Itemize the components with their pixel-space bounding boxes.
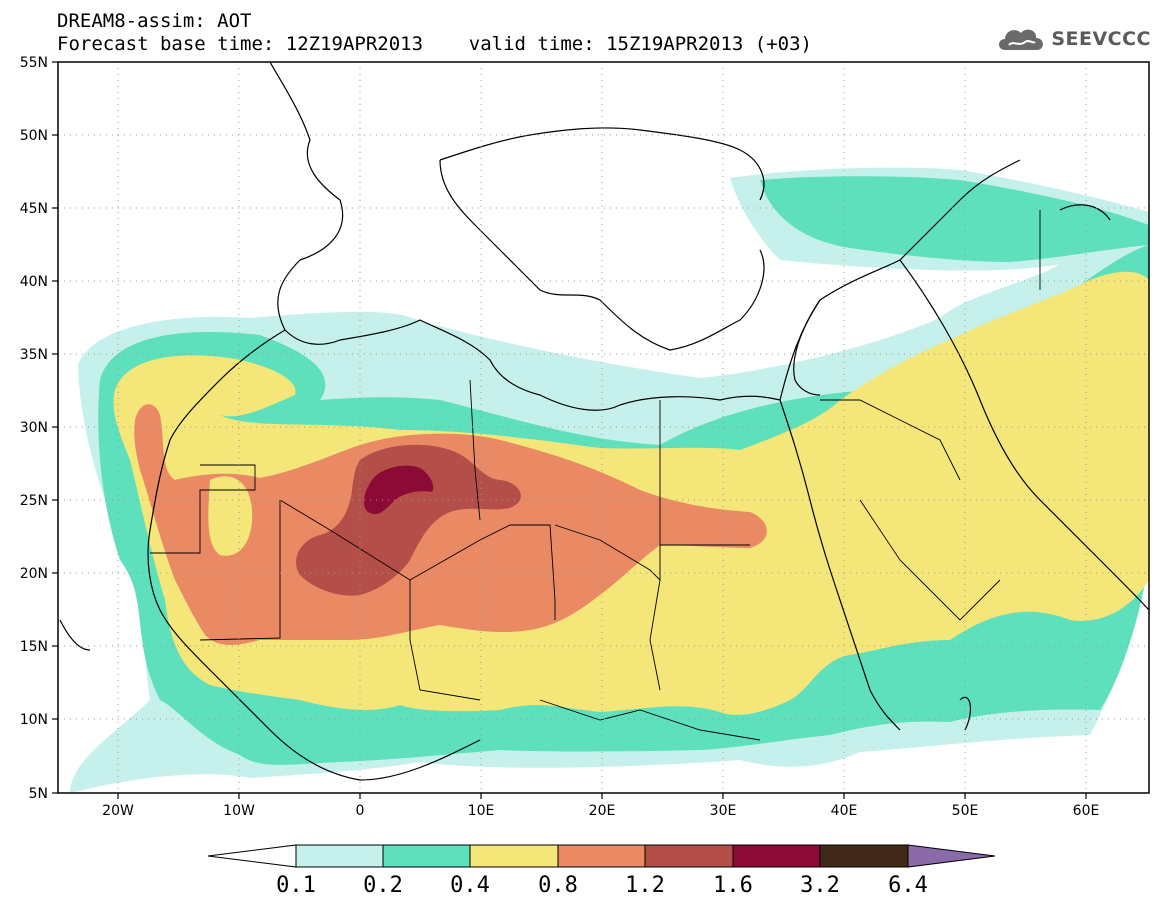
- colorbar-low-arrow: [207, 844, 297, 868]
- lon-label: 20E: [589, 803, 616, 819]
- lon-label: 60E: [1073, 803, 1100, 819]
- colorbar-label: 6.4: [888, 873, 928, 898]
- forecast-time-subtitle: Forecast base time: 12Z19APR2013 valid t…: [57, 33, 812, 55]
- country-borders: [150, 210, 1041, 741]
- colorbar-label: 0.1: [276, 873, 316, 898]
- logo-text: SEEVCCC: [1051, 28, 1151, 50]
- lat-label: 5N: [29, 786, 48, 802]
- lat-label: 35N: [20, 347, 48, 363]
- lat-label: 50N: [20, 128, 48, 144]
- lat-label: 15N: [20, 639, 48, 655]
- colorbar-box: [819, 844, 909, 868]
- aot-contour-0.4-inner: [208, 476, 253, 556]
- colorbar-box: [295, 844, 384, 868]
- colorbar-label: 3.2: [800, 873, 840, 898]
- lat-labels: 55N 50N 45N 40N 35N 30N 25N 20N 15N 10N …: [20, 55, 48, 802]
- aot-contour-1.6: [363, 465, 434, 515]
- lon-label: 50E: [952, 803, 979, 819]
- colorbar-box: [644, 844, 734, 868]
- colorbar-box: [469, 844, 559, 868]
- coastlines: [59, 62, 1149, 781]
- lat-label: 25N: [20, 493, 48, 509]
- lat-label: 10N: [20, 712, 48, 728]
- cloud-icon: [999, 29, 1044, 50]
- colorbar-label: 0.2: [363, 873, 403, 898]
- lon-label: 20W: [102, 803, 134, 819]
- lon-label: 0: [356, 803, 365, 819]
- lat-label: 45N: [20, 201, 48, 217]
- lat-label: 30N: [20, 420, 48, 436]
- colorbar-labels: 0.1 0.2 0.4 0.8 1.2 1.6 3.2 6.4: [276, 873, 928, 898]
- lon-label: 30E: [710, 803, 737, 819]
- aot-contour-0.2-north: [760, 176, 1149, 262]
- colorbar-box: [382, 844, 471, 868]
- colorbar-label: 1.6: [713, 873, 753, 898]
- colorbar-label: 0.8: [538, 873, 578, 898]
- lon-label: 10E: [468, 803, 495, 819]
- aot-contour-1.2: [296, 444, 521, 596]
- lat-label: 20N: [20, 566, 48, 582]
- colorbar-label: 1.2: [625, 873, 665, 898]
- lat-label: 55N: [20, 55, 48, 71]
- axis-ticks: [52, 61, 1087, 799]
- lon-label: 40E: [831, 803, 858, 819]
- aot-field: [70, 167, 1149, 793]
- colorbar-legend: [207, 844, 996, 868]
- seevccc-logo: SEEVCCC: [995, 22, 1151, 56]
- lon-labels: 20W 10W 0 10E 20E 30E 40E 50E 60E: [102, 803, 1099, 819]
- colorbar-box: [557, 844, 646, 868]
- aot-contour-0.8: [134, 404, 767, 645]
- map-title: DREAM8-assim: AOT: [57, 10, 252, 32]
- lon-label: 10W: [223, 803, 255, 819]
- colorbar-label: 0.4: [450, 873, 490, 898]
- lat-label: 40N: [20, 274, 48, 290]
- colorbar-box: [732, 844, 821, 868]
- colorbar-high-arrow: [907, 844, 996, 868]
